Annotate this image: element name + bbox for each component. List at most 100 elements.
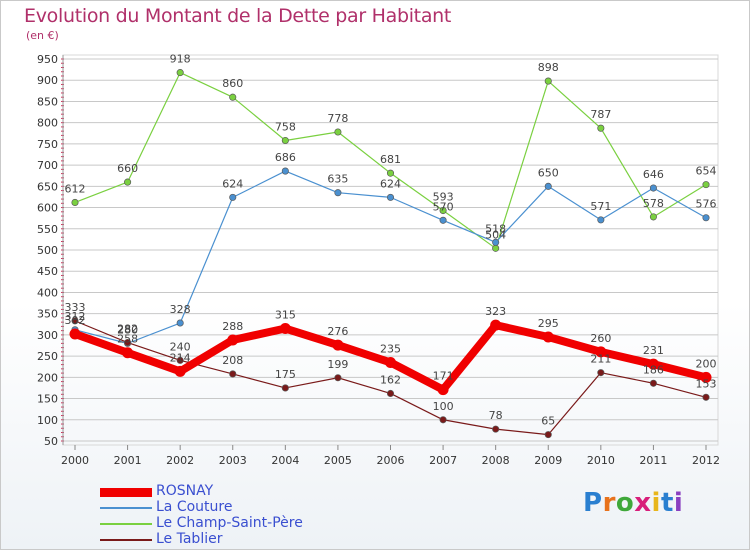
data-point [229,93,237,101]
data-label: 624 [380,177,401,190]
y-tick-label: 600 [37,202,58,215]
data-label: 650 [538,166,559,179]
data-label: 162 [380,373,401,386]
data-label: 260 [590,332,611,345]
data-label: 288 [222,320,243,333]
y-tick-label: 100 [37,414,58,427]
y-tick-label: 50 [44,435,58,448]
y-tick-label: 900 [37,74,58,87]
data-point [334,189,342,197]
y-tick-label: 650 [37,180,58,193]
data-label: 898 [538,61,559,74]
logo-letter: x [634,488,652,518]
data-point [702,181,710,189]
data-point [176,319,184,327]
data-label: 171 [433,370,454,383]
y-tick-label: 250 [37,350,58,363]
data-point [174,365,186,377]
legend-swatch [100,539,152,541]
data-label: 199 [327,358,348,371]
legend-swatch [100,507,152,509]
proxiti-logo: Proxiti [583,488,683,518]
data-label: 576 [696,198,717,211]
data-label: 282 [117,323,138,336]
data-label: 235 [380,342,401,355]
x-tick-label: 2004 [271,454,299,467]
data-label: 214 [170,351,191,364]
data-label: 208 [222,354,243,367]
series-lines [69,69,712,439]
data-point [544,431,552,439]
x-tick-label: 2012 [692,454,720,467]
data-label: 315 [275,309,296,322]
data-label: 518 [485,222,506,235]
data-point [71,317,79,325]
data-label: 860 [222,77,243,90]
data-point [492,425,500,433]
data-label: 78 [489,409,503,422]
data-label: 787 [590,108,611,121]
y-tick-label: 800 [37,117,58,130]
y-tick-label: 300 [37,329,58,342]
logo-letter: t [660,488,674,518]
data-point [437,384,449,396]
data-label: 323 [485,305,506,318]
data-point [492,238,500,246]
data-label: 100 [433,400,454,413]
axes: 50 100 150 200 250 300 350 400 450 500 550 600 650 70… [37,53,720,467]
x-tick-label: 2002 [166,454,194,467]
logo-letter: P [583,488,603,518]
logo-letter: i [651,488,661,518]
grid [62,54,719,446]
legend-label: Le Tablier [156,531,223,547]
y-tick-label: 150 [37,393,58,406]
y-tick-label: 400 [37,286,58,299]
data-label: 918 [170,53,191,66]
data-point [702,393,710,401]
data-point [702,214,710,222]
data-label: 65 [541,415,555,428]
data-label: 660 [117,162,138,175]
data-point [227,334,239,346]
data-point [176,69,184,77]
data-point [439,216,447,224]
data-point [229,370,237,378]
data-label: 333 [65,301,86,314]
x-tick-label: 2000 [61,454,89,467]
data-label: 646 [643,168,664,181]
data-point [439,206,447,215]
data-point [544,77,552,85]
data-label: 593 [433,191,454,204]
data-labels: 302 258 214 288 315 276 235 171 323 295 260 231 200 3… [65,53,717,428]
data-point [281,384,289,392]
data-point [439,416,447,424]
y-tick-label: 350 [37,308,58,321]
data-point [332,339,344,351]
data-point [647,358,659,370]
data-point [597,216,605,224]
data-point [281,136,289,145]
logo-letter: o [615,488,635,518]
data-label: 211 [590,353,611,366]
y-tick-label: 950 [37,53,58,66]
data-label: 612 [65,182,86,195]
y-tick-label: 700 [37,159,58,172]
data-label: 504 [485,228,506,241]
data-point [176,356,184,364]
data-point [542,331,554,343]
data-label: 258 [117,333,138,346]
logo-letter: r [602,488,616,518]
data-point [700,371,712,383]
data-label: 570 [433,200,454,213]
data-point [386,169,395,177]
chart-title: Evolution du Montant de la Dette par Hab… [24,5,452,27]
data-label: 280 [117,323,138,336]
legend-label: ROSNAY [156,483,214,499]
data-label: 312 [65,310,86,323]
data-label: 200 [696,357,717,370]
data-point [386,389,395,398]
y-tick-label: 550 [37,223,58,236]
data-point [649,184,657,192]
